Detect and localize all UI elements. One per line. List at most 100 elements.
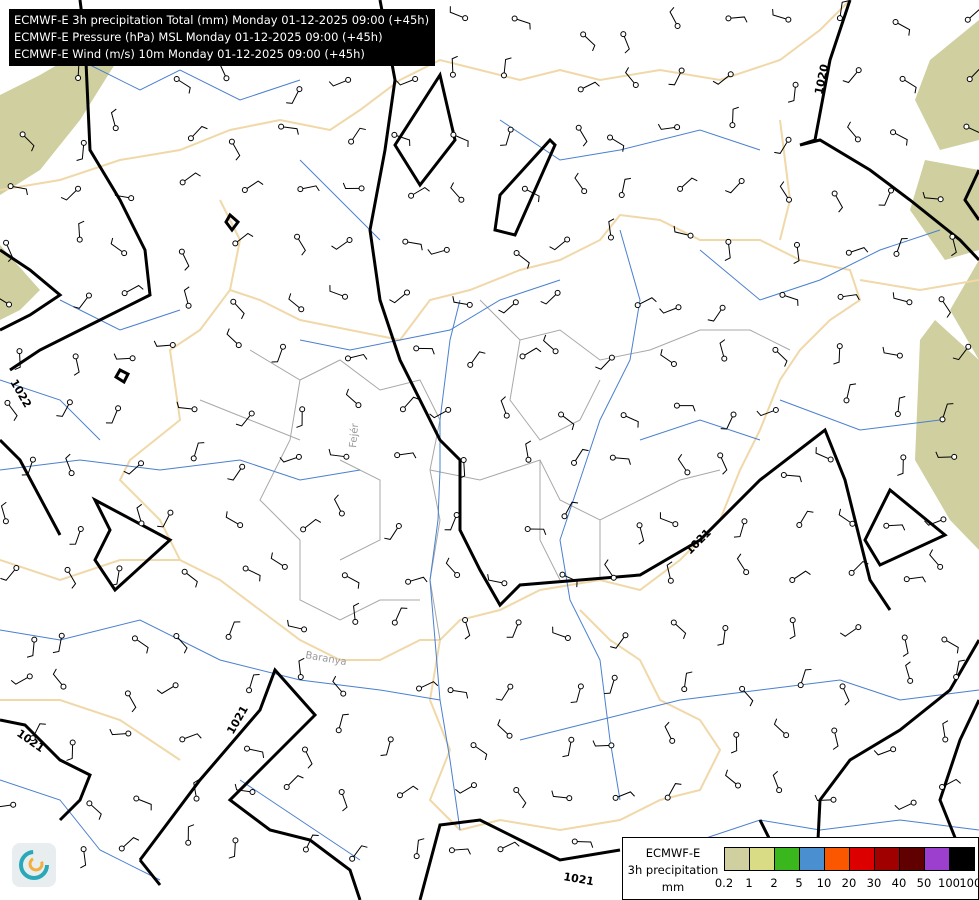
wind-barb (905, 661, 914, 684)
isobar-label: 1021 (683, 526, 714, 557)
wind-barb (779, 181, 793, 203)
wind-barb (607, 134, 625, 152)
wind-barb (833, 343, 843, 365)
legend-swatch (825, 848, 850, 870)
region-label: Baranya (304, 650, 347, 668)
wind-barb (270, 552, 288, 570)
wind-barb (288, 293, 305, 313)
wind-barb (133, 795, 152, 811)
wind-barb (506, 619, 522, 638)
wind-barb (577, 81, 600, 93)
wind-barb (847, 121, 861, 143)
wind-barb (500, 126, 514, 146)
wind-barb (604, 559, 617, 581)
wind-barb (332, 675, 347, 697)
wind-barb (405, 576, 428, 585)
wind-barb (232, 232, 254, 247)
wind-barb (66, 739, 76, 761)
wind-barb (408, 186, 430, 199)
wind-barb (193, 779, 200, 802)
wind-barb (673, 225, 694, 239)
wind-barb (349, 845, 368, 862)
wind-barb (60, 185, 82, 201)
wind-barb (618, 177, 631, 199)
wind-barb (226, 328, 242, 349)
wind-barb (395, 76, 419, 86)
wind-barb (0, 298, 13, 308)
wind-barb (774, 136, 792, 154)
wind-barb (664, 783, 682, 801)
wind-barb (558, 411, 575, 431)
wind-barb (328, 448, 350, 460)
wind-barb (595, 354, 615, 370)
wind-barb (449, 6, 469, 22)
legend-swatch (850, 848, 875, 870)
wind-barb (21, 456, 36, 476)
wind-barb (772, 346, 788, 367)
wind-barb (173, 632, 188, 654)
wind-barb (76, 220, 85, 243)
wind-barb (64, 566, 77, 589)
wind-barb (497, 841, 520, 853)
precip-area (0, 40, 130, 195)
swirl-icon (19, 850, 49, 880)
wind-barb (717, 452, 728, 475)
wind-barb (470, 742, 488, 761)
wind-barb (524, 525, 547, 535)
wind-barb (607, 218, 615, 241)
wind-barb (328, 76, 352, 87)
wind-barb (878, 187, 895, 206)
region-label: Fejér (347, 422, 361, 448)
wind-barb (225, 511, 244, 529)
wind-barb (543, 334, 559, 355)
wind-barb (513, 250, 530, 269)
wind-barb (660, 348, 677, 367)
wind-barb (899, 75, 917, 94)
wind-barb (720, 411, 737, 430)
wind-barb (773, 718, 790, 739)
wind-barb (179, 733, 202, 743)
wind-barb (897, 454, 907, 476)
wind-barb (109, 728, 132, 737)
wind-barb (341, 572, 360, 589)
isobar-label: 1020 (812, 63, 831, 96)
wind-barb (0, 564, 20, 581)
isobar-label: 1022 (7, 377, 34, 410)
wind-barb (901, 634, 909, 657)
wind-barb (949, 233, 957, 257)
wind-barb (345, 388, 362, 409)
wind-barb (831, 190, 844, 213)
wind-barb (384, 522, 402, 540)
wind-barb (380, 736, 394, 756)
wind-barb (712, 71, 734, 85)
wind-barb (230, 298, 245, 320)
wind-barb (882, 346, 903, 359)
wind-barb (772, 770, 783, 794)
wind-barb (574, 172, 588, 195)
wind-barb (391, 607, 408, 626)
wind-barb (56, 399, 73, 417)
legend-tick: 40 (891, 876, 907, 890)
wind-barb (924, 516, 947, 526)
wind-barb (187, 125, 208, 142)
wind-barb (333, 494, 345, 517)
wind-barb (939, 403, 954, 423)
wind-barb (814, 794, 837, 803)
wind-barb (113, 353, 136, 362)
wind-barb (283, 775, 304, 791)
legend-swatch (800, 848, 825, 870)
wind-barb (793, 241, 800, 265)
wind-barb (670, 619, 687, 640)
wind-barb (669, 7, 681, 30)
wind-barb (225, 621, 241, 640)
legend-tick: 50 (916, 876, 932, 890)
wind-barb (890, 129, 908, 146)
wind-barb (416, 681, 439, 692)
wind-barb (301, 746, 313, 769)
legend-tick: 1 (745, 876, 753, 890)
wind-barb (498, 299, 519, 314)
wind-barb (873, 746, 897, 756)
wind-barb (929, 549, 944, 570)
wind-barb (14, 348, 23, 371)
